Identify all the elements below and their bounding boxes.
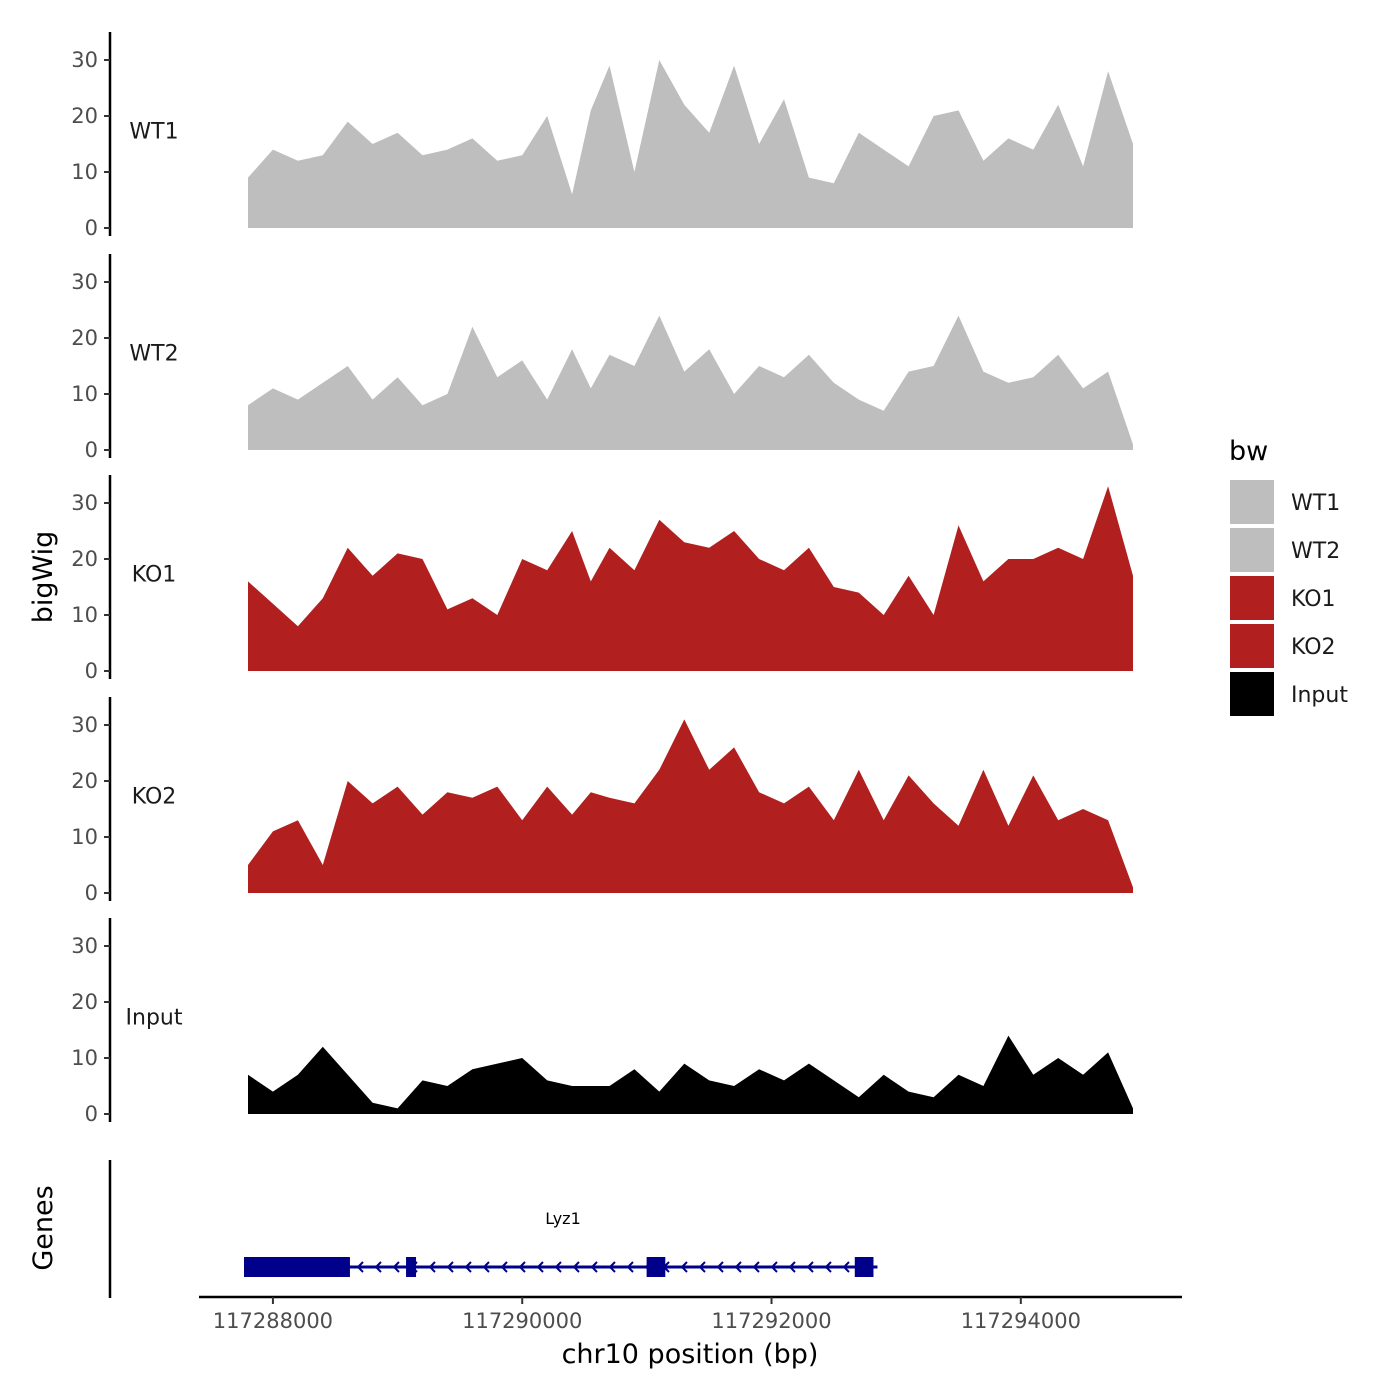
x-axis-title: chr10 position (bp) — [562, 1339, 819, 1370]
strand-arrow-icon — [806, 1261, 814, 1273]
y-axis-title: bigWig — [28, 531, 59, 624]
strand-arrow-icon — [518, 1261, 526, 1273]
strand-arrow-icon — [374, 1261, 382, 1273]
y-tick-label: 30 — [71, 713, 98, 737]
strand-arrow-icon — [572, 1261, 580, 1273]
y-tick-label: 30 — [71, 48, 98, 72]
area-wt1 — [248, 60, 1133, 228]
y-tick-label: 20 — [71, 547, 98, 571]
y-tick-label: 0 — [85, 438, 98, 462]
area-input — [248, 1035, 1133, 1114]
legend-swatch — [1230, 480, 1274, 524]
area-ko2 — [248, 719, 1133, 893]
track-wt2: 0 10 20 30 WT2 — [71, 254, 1133, 462]
legend-swatch — [1230, 528, 1274, 572]
track-label: WT1 — [129, 119, 178, 144]
x-tick-label: 117288000 — [213, 1309, 333, 1333]
strand-arrow-icon — [608, 1261, 616, 1273]
strand-arrow-icon — [842, 1261, 850, 1273]
strand-arrow-icon — [554, 1261, 562, 1273]
legend-label: KO2 — [1291, 635, 1336, 660]
strand-arrow-icon — [626, 1261, 634, 1273]
strand-arrow-icon — [734, 1261, 742, 1273]
legend-label: KO1 — [1291, 587, 1336, 612]
gene-panel: Lyz1 — [108, 1160, 878, 1298]
legend-title: bw — [1229, 436, 1268, 467]
track-label: WT2 — [129, 341, 178, 366]
y-tick-label: 0 — [85, 659, 98, 683]
legend-swatch — [1230, 576, 1274, 620]
y-tick-label: 10 — [71, 382, 98, 406]
track-label: KO1 — [132, 562, 177, 587]
legend-swatch — [1230, 672, 1274, 716]
area-ko1 — [248, 486, 1133, 671]
y-tick-label: 10 — [71, 825, 98, 849]
y-tick-label: 30 — [71, 491, 98, 515]
track-label: KO2 — [132, 784, 177, 809]
strand-arrow-icon — [716, 1261, 724, 1273]
x-tick-label: 117290000 — [462, 1309, 582, 1333]
y-tick-label: 10 — [71, 160, 98, 184]
track-ko1: 0 10 20 30 KO1 — [71, 475, 1133, 683]
legend-swatch — [1230, 624, 1274, 668]
strand-arrow-icon — [482, 1261, 490, 1273]
y-tick-label: 30 — [71, 270, 98, 294]
y-tick-label: 0 — [85, 881, 98, 905]
y-tick-label: 20 — [71, 769, 98, 793]
strand-arrow-icon — [788, 1261, 796, 1273]
y-tick-label: 10 — [71, 1046, 98, 1070]
track-ko2: 0 10 20 30 KO2 — [71, 697, 1133, 905]
strand-arrow-icon — [698, 1261, 706, 1273]
gene-exon — [406, 1257, 417, 1277]
y-tick-label: 20 — [71, 990, 98, 1014]
y-tick-label: 0 — [85, 216, 98, 240]
area-wt2 — [248, 315, 1133, 450]
y-tick-label: 20 — [71, 104, 98, 128]
strand-arrow-icon — [392, 1261, 400, 1273]
strand-arrow-icon — [464, 1261, 472, 1273]
strand-arrow-icon — [680, 1261, 688, 1273]
strand-arrow-icon — [770, 1261, 778, 1273]
x-axis: 117288000 117290000 117292000 117294000 — [199, 1295, 1182, 1333]
gene-exon — [854, 1257, 874, 1277]
y-tick-label: 30 — [71, 934, 98, 958]
tracks-layer: 0 10 20 30 WT1 0 10 20 30 WT2 0 10 20 30 KO1 0 10 20 30 KO2… — [71, 32, 1133, 1126]
track-input: 0 10 20 30 Input — [71, 918, 1133, 1126]
legend-label: WT1 — [1291, 491, 1340, 516]
track-label: Input — [126, 1005, 183, 1030]
strand-arrow-icon — [500, 1261, 508, 1273]
x-tick-label: 117294000 — [961, 1309, 1081, 1333]
gene-name-label: Lyz1 — [545, 1209, 581, 1228]
y-tick-label: 10 — [71, 603, 98, 627]
gene-exon — [646, 1257, 666, 1277]
gene-panel-title: Genes — [28, 1185, 59, 1270]
legend: bw WT1 WT2 KO1 KO2 Input — [1229, 436, 1348, 716]
strand-arrow-icon — [590, 1261, 598, 1273]
legend-label: Input — [1291, 683, 1348, 708]
y-tick-label: 0 — [85, 1102, 98, 1126]
strand-arrow-icon — [536, 1261, 544, 1273]
gene-exon — [244, 1257, 350, 1277]
strand-arrow-icon — [824, 1261, 832, 1273]
strand-arrow-icon — [446, 1261, 454, 1273]
track-wt1: 0 10 20 30 WT1 — [71, 32, 1133, 240]
strand-arrow-icon — [356, 1261, 364, 1273]
strand-arrow-icon — [752, 1261, 760, 1273]
x-tick-label: 117292000 — [711, 1309, 831, 1333]
strand-arrow-icon — [428, 1261, 436, 1273]
legend-label: WT2 — [1291, 539, 1340, 564]
y-tick-label: 20 — [71, 326, 98, 350]
